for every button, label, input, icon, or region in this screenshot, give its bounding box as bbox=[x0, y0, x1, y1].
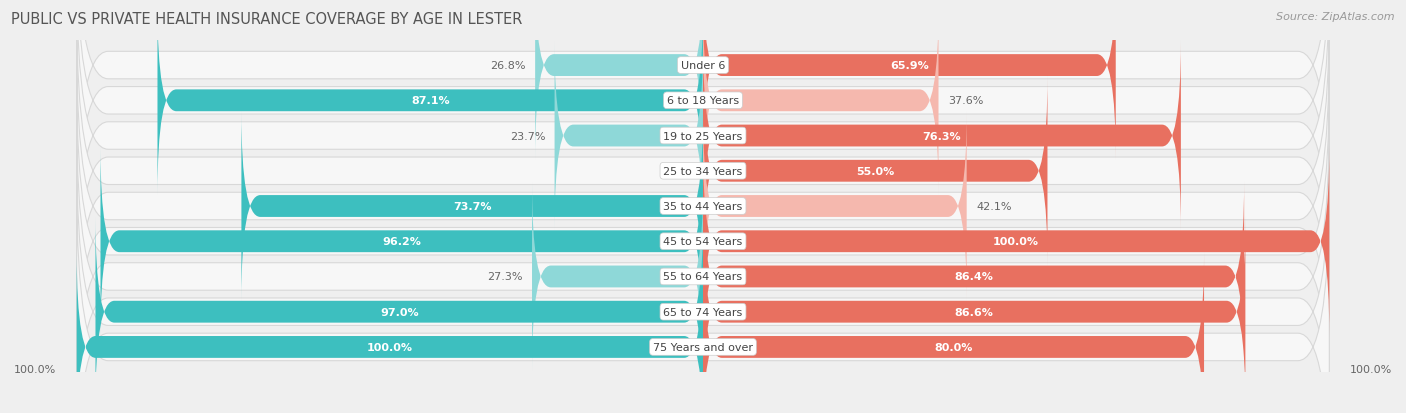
FancyBboxPatch shape bbox=[703, 182, 1244, 371]
FancyBboxPatch shape bbox=[77, 45, 1329, 368]
FancyBboxPatch shape bbox=[703, 112, 967, 301]
Text: 37.6%: 37.6% bbox=[948, 96, 983, 106]
Text: 35 to 44 Years: 35 to 44 Years bbox=[664, 202, 742, 211]
Text: 100.0%: 100.0% bbox=[1350, 364, 1392, 374]
FancyBboxPatch shape bbox=[157, 7, 703, 196]
Text: 76.3%: 76.3% bbox=[922, 131, 962, 141]
Text: 97.0%: 97.0% bbox=[380, 307, 419, 317]
Text: 80.0%: 80.0% bbox=[935, 342, 973, 352]
FancyBboxPatch shape bbox=[703, 217, 1246, 406]
Text: 100.0%: 100.0% bbox=[993, 237, 1039, 247]
Text: 55 to 64 Years: 55 to 64 Years bbox=[664, 272, 742, 282]
FancyBboxPatch shape bbox=[242, 112, 703, 301]
Text: 73.7%: 73.7% bbox=[453, 202, 492, 211]
Text: 19 to 25 Years: 19 to 25 Years bbox=[664, 131, 742, 141]
Text: 86.6%: 86.6% bbox=[955, 307, 994, 317]
Text: 26.8%: 26.8% bbox=[491, 61, 526, 71]
Text: 96.2%: 96.2% bbox=[382, 237, 422, 247]
FancyBboxPatch shape bbox=[536, 0, 703, 161]
FancyBboxPatch shape bbox=[77, 0, 1329, 228]
Text: 65.9%: 65.9% bbox=[890, 61, 929, 71]
Text: 100.0%: 100.0% bbox=[367, 342, 413, 352]
Text: 45 to 54 Years: 45 to 54 Years bbox=[664, 237, 742, 247]
FancyBboxPatch shape bbox=[96, 217, 703, 406]
FancyBboxPatch shape bbox=[77, 252, 703, 413]
FancyBboxPatch shape bbox=[703, 0, 1116, 161]
Text: 75 Years and over: 75 Years and over bbox=[652, 342, 754, 352]
FancyBboxPatch shape bbox=[77, 9, 1329, 333]
FancyBboxPatch shape bbox=[77, 0, 1329, 263]
FancyBboxPatch shape bbox=[100, 147, 703, 336]
Text: 55.0%: 55.0% bbox=[856, 166, 894, 176]
Text: 27.3%: 27.3% bbox=[486, 272, 523, 282]
FancyBboxPatch shape bbox=[703, 42, 1181, 231]
Text: 65 to 74 Years: 65 to 74 Years bbox=[664, 307, 742, 317]
Text: Source: ZipAtlas.com: Source: ZipAtlas.com bbox=[1277, 12, 1395, 22]
FancyBboxPatch shape bbox=[531, 182, 703, 371]
FancyBboxPatch shape bbox=[703, 147, 1329, 336]
FancyBboxPatch shape bbox=[77, 185, 1329, 413]
FancyBboxPatch shape bbox=[77, 150, 1329, 413]
Text: 42.1%: 42.1% bbox=[976, 202, 1011, 211]
FancyBboxPatch shape bbox=[77, 80, 1329, 404]
FancyBboxPatch shape bbox=[77, 115, 1329, 413]
Text: Under 6: Under 6 bbox=[681, 61, 725, 71]
FancyBboxPatch shape bbox=[77, 0, 1329, 298]
Text: 6 to 18 Years: 6 to 18 Years bbox=[666, 96, 740, 106]
FancyBboxPatch shape bbox=[554, 42, 703, 231]
FancyBboxPatch shape bbox=[703, 77, 1047, 266]
Text: 23.7%: 23.7% bbox=[509, 131, 546, 141]
Text: 100.0%: 100.0% bbox=[14, 364, 56, 374]
Text: 87.1%: 87.1% bbox=[411, 96, 450, 106]
Text: PUBLIC VS PRIVATE HEALTH INSURANCE COVERAGE BY AGE IN LESTER: PUBLIC VS PRIVATE HEALTH INSURANCE COVER… bbox=[11, 12, 523, 27]
FancyBboxPatch shape bbox=[703, 252, 1204, 413]
Text: 86.4%: 86.4% bbox=[955, 272, 993, 282]
Text: 0.0%: 0.0% bbox=[665, 166, 693, 176]
Text: 25 to 34 Years: 25 to 34 Years bbox=[664, 166, 742, 176]
FancyBboxPatch shape bbox=[703, 7, 938, 196]
